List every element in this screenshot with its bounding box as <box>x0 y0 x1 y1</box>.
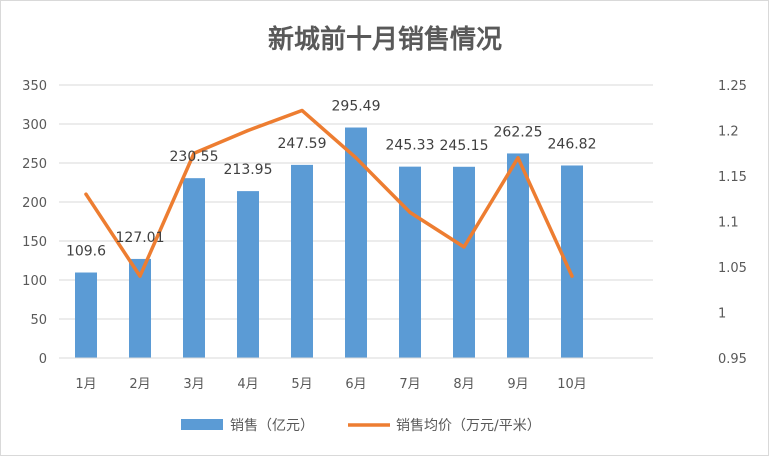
legend-swatch-bar <box>181 419 223 430</box>
x-tick-label: 3月 <box>183 377 204 392</box>
left-y-tick-label: 200 <box>22 196 47 211</box>
legend-label-bar: 销售（亿元） <box>230 418 314 434</box>
right-y-tick-label: 0.95 <box>718 352 747 367</box>
right-y-tick-label: 1.15 <box>718 170 747 185</box>
line-point <box>408 210 412 214</box>
data-label: 230.55 <box>170 149 219 165</box>
data-label: 246.82 <box>548 136 597 152</box>
bar <box>291 164 313 358</box>
x-tick-label: 10月 <box>557 377 587 392</box>
data-label: 109.6 <box>66 244 106 260</box>
bar <box>453 166 475 358</box>
bar <box>561 165 583 358</box>
right-y-tick-label: 1 <box>718 307 726 322</box>
data-label: 245.33 <box>386 138 435 154</box>
x-tick-label: 4月 <box>237 377 258 392</box>
left-y-tick-label: 100 <box>22 274 47 289</box>
bar-series-sales <box>75 127 583 359</box>
line-point <box>246 128 250 133</box>
chart-title: 新城前十月销售情况 <box>268 24 502 55</box>
legend: 销售（亿元） 销售均价（万元/平米） <box>181 418 541 434</box>
line-point <box>462 245 466 249</box>
line-point <box>84 192 88 196</box>
line-series-price <box>84 108 574 278</box>
left-y-tick-label: 350 <box>22 79 47 94</box>
left-y-tick-label: 300 <box>22 118 47 133</box>
right-y-tick-label: 1.25 <box>718 79 747 94</box>
data-label: 127.01 <box>116 230 165 246</box>
data-labels: 109.6 127.01 230.55 213.95 247.59 295.49 245.3… <box>66 99 597 260</box>
line-point <box>138 274 142 278</box>
line-point <box>570 274 574 278</box>
price-line <box>84 108 574 278</box>
x-tick-label: 1月 <box>75 377 96 392</box>
left-y-tick-label: 250 <box>22 157 47 172</box>
left-y-tick-label: 0 <box>39 352 47 367</box>
bar <box>345 127 367 359</box>
line-point <box>516 156 520 160</box>
x-tick-label: 7月 <box>399 377 420 392</box>
bar <box>183 178 205 358</box>
data-label: 245.15 <box>440 138 489 154</box>
bar <box>129 258 151 358</box>
right-y-tick-label: 1.2 <box>718 125 739 140</box>
right-y-tick-label: 1.1 <box>718 216 739 231</box>
x-tick-label: 2月 <box>129 377 150 392</box>
x-axis: 1月 2月 3月 4月 5月 6月 7月 8月 9月 10月 <box>59 357 653 392</box>
x-tick-label: 9月 <box>507 377 528 392</box>
data-label: 213.95 <box>224 162 273 178</box>
bar <box>507 153 529 358</box>
data-label: 247.59 <box>278 136 327 152</box>
legend-label-line: 销售均价（万元/平米） <box>396 418 541 434</box>
left-y-axis: 0 50 100 150 200 250 300 350 <box>22 79 47 367</box>
line-point <box>354 156 358 160</box>
x-tick-label: 5月 <box>291 377 312 392</box>
bar <box>237 191 259 358</box>
bar <box>75 272 97 358</box>
line-point <box>192 151 196 155</box>
right-y-tick-label: 1.05 <box>718 261 747 276</box>
x-tick-label: 8月 <box>453 377 474 392</box>
x-tick-label: 6月 <box>345 377 366 392</box>
right-y-axis: 0.95 1 1.05 1.1 1.15 1.2 1.25 <box>718 79 747 367</box>
bar <box>399 166 421 358</box>
left-y-tick-label: 50 <box>30 313 47 328</box>
left-y-tick-label: 150 <box>22 235 47 250</box>
data-label: 295.49 <box>332 99 381 115</box>
data-label: 262.25 <box>494 124 543 140</box>
line-point <box>300 108 304 113</box>
